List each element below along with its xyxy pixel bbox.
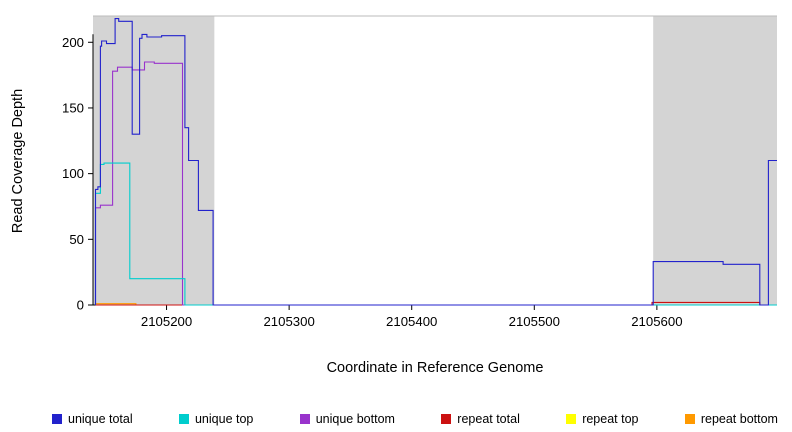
legend-item-repeat-bottom: repeat bottom <box>684 412 778 426</box>
axes-layer: 2105200 2105300 2105400 2105500 2105600 0 50 10… <box>62 15 777 329</box>
legend-label: repeat top <box>582 412 639 426</box>
legend-swatch-repeat-total <box>441 414 452 424</box>
x-axis-title: Coordinate in Reference Genome <box>327 360 544 376</box>
legend-swatch-unique-bottom <box>299 414 310 424</box>
legend-swatch-repeat-top <box>566 414 577 424</box>
x-tick-label: 2105500 <box>509 314 560 329</box>
y-tick-label: 0 <box>77 298 84 313</box>
chart-legend: unique total unique top unique bottom repea… <box>0 412 792 426</box>
legend-label: unique total <box>68 412 133 426</box>
legend-label: unique top <box>194 412 254 426</box>
x-tick-label: 2105300 <box>263 314 314 329</box>
x-tick-label: 2105600 <box>631 314 682 329</box>
y-tick-label: 150 <box>62 100 84 115</box>
legend-item-unique-total: unique total <box>52 412 133 426</box>
series-line-unique-top <box>94 162 777 306</box>
legend-item-unique-bottom: unique bottom <box>299 412 395 426</box>
legend-label: repeat total <box>457 412 520 426</box>
shaded-region <box>653 16 777 305</box>
y-tick-label: 100 <box>62 166 84 181</box>
series-line-unique-total <box>94 18 777 306</box>
legend-swatch-unique-total <box>52 414 62 424</box>
legend-swatch-unique-top <box>178 414 189 424</box>
legend-item-repeat-total: repeat total <box>441 412 520 426</box>
legend-item-repeat-top: repeat top <box>566 412 638 426</box>
x-tick-label: 2105200 <box>141 314 192 329</box>
legend-label: repeat bottom <box>700 412 778 426</box>
y-axis-title: Read Coverage Depth <box>10 89 26 233</box>
x-tick-label: 2105400 <box>386 314 437 329</box>
legend-swatch-repeat-bottom <box>684 414 695 424</box>
y-tick-label: 50 <box>69 232 84 247</box>
legend-label: unique bottom <box>315 412 395 426</box>
legend-item-unique-top: unique top <box>178 412 254 426</box>
y-tick-label: 200 <box>62 35 84 50</box>
series-layer <box>94 18 777 306</box>
